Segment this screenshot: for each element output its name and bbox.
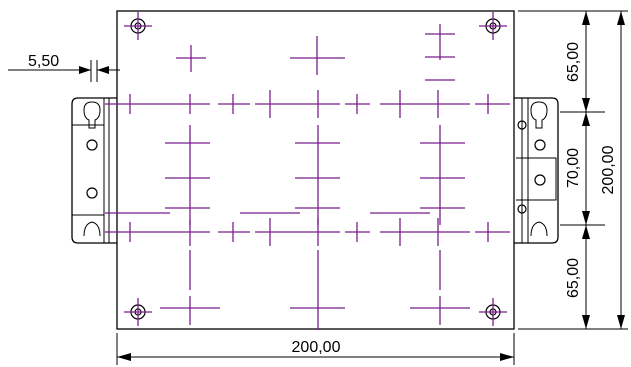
seg-bottom-label: 65,00 xyxy=(565,258,582,298)
center-lines xyxy=(105,12,510,330)
dimension-width: 200,00 xyxy=(116,333,515,365)
height-total-label: 200,00 xyxy=(600,145,617,194)
offset-dim-label: 5,50 xyxy=(28,53,59,70)
dimension-right: 65,00 70,00 65,00 200,00 xyxy=(518,10,628,330)
seg-top-label: 65,00 xyxy=(565,42,582,82)
left-bracket xyxy=(71,97,117,244)
width-dim-label: 200,00 xyxy=(292,339,341,356)
seg-mid-label: 70,00 xyxy=(565,148,582,188)
right-bracket xyxy=(514,97,559,244)
corner-holes xyxy=(130,18,501,320)
plate-outline xyxy=(116,10,515,330)
dimension-offset: 5,50 xyxy=(8,53,120,82)
